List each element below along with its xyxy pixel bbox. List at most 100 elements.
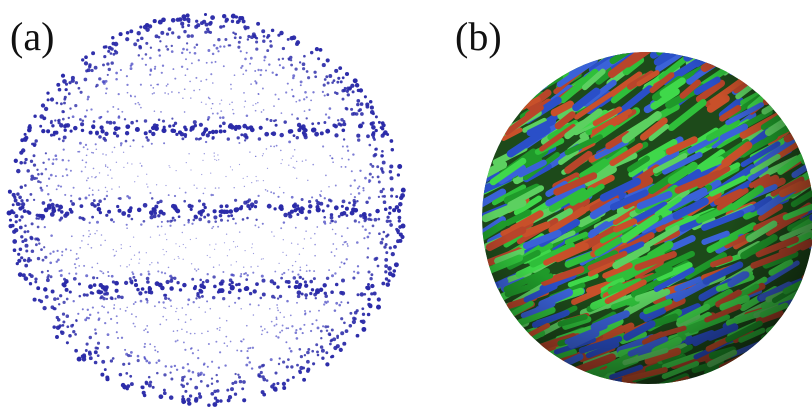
particle: [167, 220, 169, 222]
particle: [121, 244, 122, 245]
particle: [391, 148, 394, 151]
particle: [244, 100, 246, 102]
particle: [60, 217, 63, 220]
particle: [303, 98, 305, 100]
particle: [278, 363, 280, 365]
particle: [107, 111, 109, 113]
particle: [382, 188, 385, 191]
particle: [158, 49, 161, 52]
particle: [369, 277, 372, 280]
particle: [140, 300, 143, 303]
particle: [70, 130, 73, 133]
particle: [340, 331, 344, 335]
particle: [383, 195, 386, 198]
particle: [360, 102, 364, 106]
particle: [332, 337, 336, 341]
particle: [128, 362, 131, 365]
particle: [195, 20, 198, 23]
particle: [335, 283, 339, 287]
particle: [219, 25, 223, 29]
particle: [140, 107, 142, 109]
particle: [228, 395, 232, 399]
particle: [227, 219, 229, 221]
particle: [279, 357, 281, 359]
particle: [168, 27, 172, 31]
particle: [161, 72, 163, 74]
particle: [320, 337, 322, 339]
particle: [206, 300, 208, 302]
particle: [41, 271, 44, 274]
particle: [285, 341, 287, 343]
particle: [113, 304, 115, 306]
particle: [345, 241, 347, 243]
particle: [210, 392, 214, 396]
particle: [196, 23, 200, 27]
particle: [352, 153, 354, 155]
particle: [83, 235, 85, 237]
particle: [38, 299, 41, 302]
particle: [368, 179, 371, 182]
particle: [290, 315, 292, 317]
particle: [171, 18, 176, 23]
particle: [311, 288, 314, 291]
particle: [312, 362, 315, 365]
particle: [258, 375, 261, 378]
particle: [68, 160, 70, 162]
particle: [314, 244, 316, 246]
particle: [165, 365, 167, 367]
particle: [315, 199, 318, 202]
particle: [268, 63, 270, 65]
particle: [254, 205, 257, 208]
particle: [94, 328, 96, 330]
particle: [370, 292, 373, 295]
particle: [306, 117, 308, 119]
particle: [302, 160, 303, 161]
particle: [345, 107, 348, 110]
particle: [299, 269, 301, 271]
particle: [230, 125, 235, 130]
particle: [354, 219, 357, 222]
particle: [274, 371, 277, 374]
particle: [156, 372, 159, 375]
particle: [307, 180, 308, 181]
particle: [122, 385, 127, 390]
particle: [339, 348, 343, 352]
particle: [341, 128, 345, 132]
particle: [105, 214, 108, 217]
particle: [111, 297, 114, 300]
particle: [324, 294, 328, 298]
particle: [85, 349, 88, 352]
particle: [165, 307, 167, 309]
particle: [29, 282, 32, 285]
particle: [291, 243, 292, 244]
particle: [90, 202, 94, 206]
particle: [307, 210, 311, 214]
particle: [277, 310, 279, 312]
particle: [281, 330, 283, 332]
particle: [64, 96, 67, 99]
particle: [276, 74, 278, 76]
particle: [259, 126, 263, 130]
particle: [353, 199, 356, 202]
particle: [212, 136, 215, 139]
particle: [185, 74, 187, 76]
particle: [248, 207, 251, 210]
particle: [320, 190, 322, 192]
particle: [148, 384, 152, 388]
particle: [271, 231, 272, 232]
particle: [81, 170, 83, 172]
particle: [203, 363, 205, 365]
particle: [304, 354, 306, 356]
particle: [81, 240, 83, 242]
particle: [157, 262, 158, 263]
particle: [269, 44, 272, 47]
particle: [110, 52, 113, 55]
particle: [92, 276, 95, 279]
particle: [144, 358, 146, 360]
particle: [18, 219, 21, 222]
particle: [127, 354, 130, 357]
particle: [144, 119, 147, 122]
particle: [218, 159, 219, 160]
particle: [23, 259, 26, 262]
particle: [78, 197, 81, 200]
